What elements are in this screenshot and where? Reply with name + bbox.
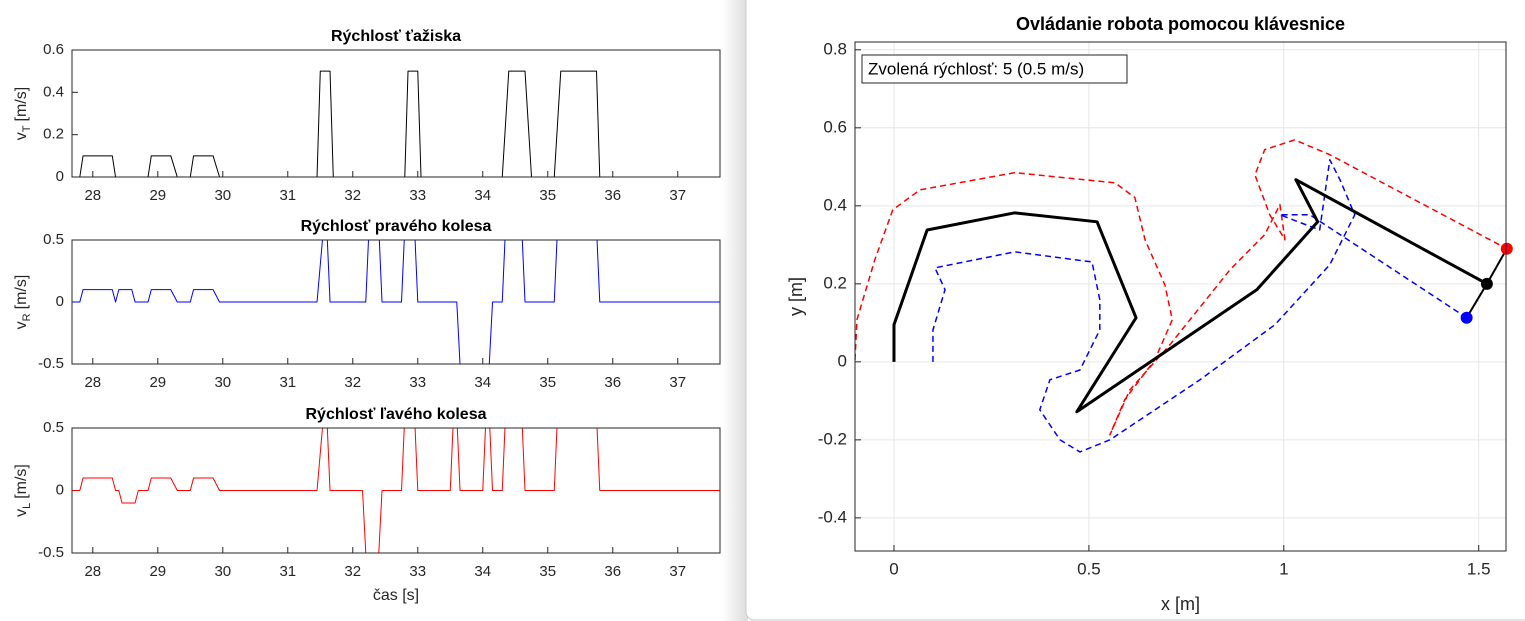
x-tick-label: 36 (604, 563, 621, 580)
chart-title: Rýchlosť ťažiska (331, 28, 461, 45)
y-tick-label: -0.5 (38, 355, 64, 372)
x-tick-label: 30 (214, 187, 231, 204)
x-tick-label: 31 (279, 563, 296, 580)
x-tick-label: 0.5 (1077, 559, 1101, 578)
x-tick-label: 33 (409, 187, 426, 204)
y-tick-label: -0.2 (818, 429, 847, 448)
x-tick-label: 34 (474, 187, 491, 204)
x-tick-label: 35 (539, 374, 556, 391)
x-tick-label: 29 (149, 563, 166, 580)
chart-title: Ovládanie robota pomocou klávesnice (1016, 14, 1345, 34)
x-tick-label: 33 (409, 563, 426, 580)
y-axis-label: vT [m/s] (13, 87, 33, 140)
chart-title: Rýchlosť pravého kolesa (301, 218, 492, 235)
y-tick-label: 0.5 (43, 231, 64, 248)
y-tick-label: 0.4 (823, 195, 847, 214)
x-tick-label: 1.5 (1467, 559, 1491, 578)
y-axis-label: vR [m/s] (13, 275, 33, 330)
y-axis-label: vL [m/s] (13, 464, 33, 517)
plot-area (855, 42, 1506, 551)
y-axis-label: y [m] (786, 277, 806, 316)
panel-gap (722, 0, 748, 621)
y-tick-label: 0 (56, 481, 64, 498)
x-tick-label: 35 (539, 187, 556, 204)
plot-lines (72, 70, 720, 177)
plot-area (72, 50, 720, 177)
x-tick-label: 28 (84, 187, 101, 204)
axes-frame (71, 49, 721, 178)
data-line (72, 70, 720, 177)
y-tick-label: 0.5 (43, 419, 64, 436)
y-tick-label: 0.2 (823, 273, 847, 292)
x-tick-label: 31 (279, 374, 296, 391)
axes-frame (71, 239, 721, 365)
x-tick-label: 34 (474, 563, 491, 580)
y-tick-label: 0.6 (823, 117, 847, 136)
x-tick-label: 29 (149, 374, 166, 391)
y-tick-label: 0.6 (43, 41, 64, 58)
y-tick-label: 0 (838, 351, 847, 370)
x-tick-label: 30 (214, 563, 231, 580)
data-line (72, 428, 720, 553)
x-tick-label: 28 (84, 563, 101, 580)
y-label-unit: [m/s] (13, 464, 30, 499)
position-dot (1480, 277, 1493, 290)
y-tick-label: 0.2 (43, 126, 64, 143)
data-line (855, 139, 1506, 436)
y-label-main: v (13, 132, 30, 140)
x-axis-label: čas [s] (373, 587, 419, 604)
chart-title: Rýchlosť ľavého kolesa (305, 406, 486, 423)
position-dot (1500, 242, 1513, 255)
data-line (932, 159, 1468, 453)
y-label-main: v (13, 509, 30, 517)
annotation: Zvolená rýchlosť: 5 (0.5 m/s) (868, 59, 1084, 78)
x-tick-label: 35 (539, 563, 556, 580)
x-tick-label: 37 (669, 187, 686, 204)
y-label-unit: [m/s] (13, 87, 30, 122)
x-tick-label: 36 (604, 187, 621, 204)
axes-frame (71, 427, 721, 554)
y-tick-label: -0.5 (38, 544, 64, 561)
x-tick-label: 28 (84, 374, 101, 391)
x-tick-label: 33 (409, 374, 426, 391)
y-tick-label: 0 (56, 168, 64, 185)
y-tick-label: 0 (56, 293, 64, 310)
x-tick-label: 0 (889, 559, 898, 578)
y-label-sub: R (21, 313, 33, 321)
x-tick-label: 1 (1279, 559, 1288, 578)
y-label-unit: [m/s] (13, 275, 30, 310)
x-tick-label: 32 (344, 187, 361, 204)
y-label-sub: T (21, 125, 33, 132)
y-tick-label: 0.8 (823, 39, 847, 58)
y-label-main: v (13, 321, 30, 329)
plot-lines (72, 240, 720, 364)
data-line (892, 178, 1488, 414)
annotation-box (861, 54, 1128, 84)
x-tick-label: 31 (279, 187, 296, 204)
x-tick-label: 30 (214, 374, 231, 391)
axes-frame (854, 41, 1507, 552)
x-tick-label: 32 (344, 374, 361, 391)
plot-lines (72, 428, 720, 553)
data-line (72, 240, 720, 364)
x-tick-label: 32 (344, 563, 361, 580)
x-tick-label: 37 (669, 374, 686, 391)
y-tick-label: -0.4 (818, 507, 847, 526)
x-tick-label: 34 (474, 374, 491, 391)
y-tick-label: 0.4 (43, 83, 64, 100)
y-label-sub: L (21, 503, 33, 509)
x-tick-label: 37 (669, 563, 686, 580)
position-dot (1460, 311, 1473, 324)
x-axis-label: x [m] (1161, 594, 1200, 614)
x-tick-label: 36 (604, 374, 621, 391)
x-tick-label: 29 (149, 187, 166, 204)
